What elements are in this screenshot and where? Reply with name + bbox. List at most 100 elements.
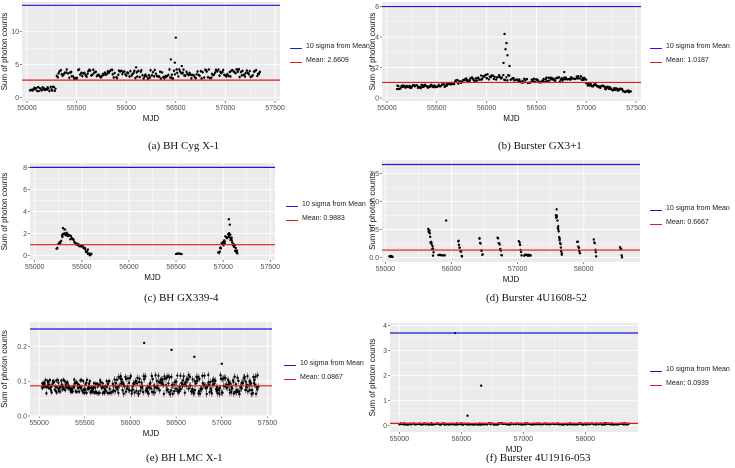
x-tick-label: 55500	[75, 420, 95, 427]
x-axis-label: MJD	[503, 275, 520, 284]
data-point	[578, 252, 582, 255]
data-point	[192, 392, 196, 395]
data-point	[124, 390, 128, 394]
data-point	[502, 61, 505, 65]
data-point	[481, 77, 484, 80]
data-point	[518, 78, 521, 81]
chart-f: 55000 56000 57000 58000 0 1 2 3 4 MJD Sum of photo…	[368, 323, 638, 454]
data-point	[178, 68, 181, 71]
data-point	[218, 250, 221, 253]
data-point	[48, 379, 52, 382]
data-point	[72, 238, 75, 242]
data-point	[576, 240, 580, 243]
caption-b: (b) Burster GX3+1	[498, 140, 582, 152]
data-point	[108, 387, 111, 390]
data-point	[140, 69, 143, 72]
data-point	[230, 239, 233, 242]
data-point	[544, 78, 547, 81]
data-point	[506, 79, 509, 82]
data-point	[243, 75, 247, 78]
data-point	[193, 388, 197, 392]
data-point	[559, 242, 562, 246]
data-point	[88, 379, 92, 383]
data-point	[223, 240, 226, 243]
y-tick-label: 4	[375, 35, 379, 42]
data-point	[133, 69, 136, 73]
data-point	[491, 74, 495, 77]
data-point	[101, 392, 104, 395]
x-tick-label: 56500	[166, 420, 186, 427]
data-point	[444, 219, 448, 222]
data-point	[178, 70, 182, 73]
data-point	[170, 348, 173, 352]
panel-f: 55000 56000 57000 58000 0 1 2 3 4 MJD Sum of photo…	[368, 312, 735, 468]
panel-e: 55000 55500 56000 56500 57000 57500 0.0 0.1 0.2 M…	[0, 312, 368, 468]
data-point	[127, 381, 131, 385]
data-point	[174, 387, 178, 390]
data-point	[518, 241, 521, 244]
y-tick-label: 4	[23, 209, 27, 216]
y-tick-label: 0.2	[17, 344, 27, 351]
data-point	[221, 391, 224, 394]
data-point	[415, 84, 419, 87]
x-tick-label: 56500	[166, 105, 186, 112]
data-point	[217, 388, 221, 392]
data-point	[218, 386, 222, 389]
data-point	[563, 70, 566, 74]
data-point	[53, 89, 57, 93]
data-point	[248, 388, 252, 392]
data-point	[256, 388, 259, 391]
data-point	[161, 378, 165, 381]
data-point	[149, 381, 152, 384]
data-point	[496, 237, 500, 240]
data-point	[577, 75, 580, 78]
data-point	[147, 392, 150, 395]
x-axis-label: MJD	[506, 445, 523, 454]
data-point	[564, 76, 568, 79]
data-point	[397, 84, 400, 88]
data-point	[111, 68, 114, 72]
data-point	[37, 89, 40, 93]
data-point	[134, 66, 138, 69]
data-point	[167, 73, 170, 77]
data-point	[237, 68, 241, 71]
data-point	[494, 78, 498, 81]
data-point	[195, 73, 198, 76]
y-tick-label: 0	[375, 95, 379, 102]
data-point	[548, 79, 551, 82]
x-tick-label: 56000	[119, 264, 139, 271]
data-point	[554, 79, 557, 83]
data-point	[193, 355, 196, 359]
legend-mean-label-c: Mean: 0.9883	[302, 215, 345, 222]
data-point	[44, 378, 47, 382]
data-point	[200, 77, 203, 80]
y-tick-label: 0.0	[369, 255, 379, 262]
panel-a: 55000 55500 56000 56500 57000 57500 0 5 10 MJD Sum…	[0, 0, 370, 156]
data-point	[149, 69, 152, 72]
data-point	[198, 74, 201, 77]
y-tick-label: 5.0	[369, 199, 379, 206]
data-point	[196, 375, 200, 378]
data-point	[506, 54, 509, 57]
data-point	[500, 76, 503, 79]
x-tick-label: 58000	[574, 266, 594, 273]
data-point	[163, 375, 166, 378]
data-point	[80, 71, 83, 75]
data-point	[620, 254, 623, 257]
data-point	[63, 388, 67, 392]
data-point	[93, 386, 97, 389]
x-tick-label: 55500	[72, 264, 92, 271]
data-point	[113, 71, 116, 75]
data-point	[216, 70, 219, 73]
x-tick-label: 57500	[265, 105, 285, 112]
x-tick-label: 57000	[216, 105, 236, 112]
data-point	[111, 382, 114, 386]
chart-a: 55000 55500 56000 56500 57000 57500 0 5 10 MJD Sum…	[0, 2, 285, 123]
data-point	[163, 76, 166, 80]
data-point	[141, 391, 145, 394]
y-axis-label: Sum of photon counts	[0, 173, 9, 251]
data-point	[141, 73, 144, 77]
data-point	[178, 389, 181, 392]
data-point	[493, 75, 496, 79]
data-point	[136, 376, 139, 380]
